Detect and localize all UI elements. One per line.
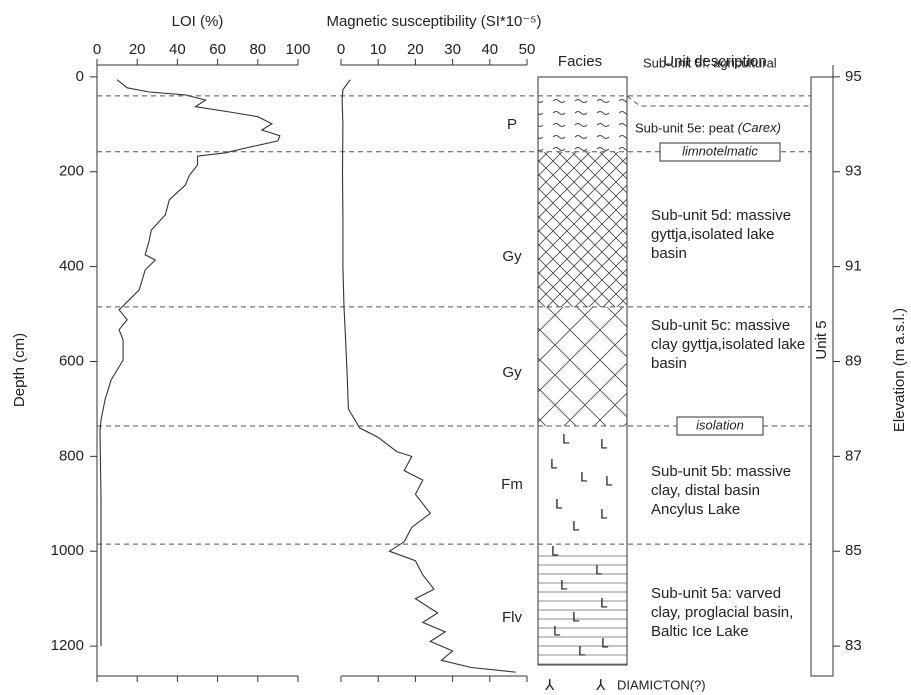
x-tick-label: 100 <box>285 41 310 58</box>
y-tick-label: 1200 <box>51 637 84 654</box>
chart: ᒪ ᒪ ᒪ ᒪ ᒪ ᒪ ᒪ ᒪ ᒪᒪᒪᒪᒪᒪᒪᒪ ⅄ ⅄ Depth (cm) … <box>0 0 911 695</box>
y2-tick-label: 95 <box>845 68 862 85</box>
y2-tick-label: 89 <box>845 352 862 369</box>
mark-icon: ᒪ <box>605 473 613 488</box>
facies-label: Gy <box>502 364 522 381</box>
y-tick-label: 0 <box>76 68 84 85</box>
description-line: gyttja,isolated lake <box>651 226 774 243</box>
description-line: Sub-unit 5b: massive <box>651 463 791 480</box>
x-tick-label: 40 <box>481 41 498 58</box>
diamicton-symbol: ⅄ <box>544 677 555 694</box>
event-label: isolation <box>696 417 744 432</box>
facies-label: P <box>507 116 517 133</box>
mark-icon: ᒪ <box>550 456 558 471</box>
mark-icon: ᒪ <box>572 518 580 533</box>
description-line: basin <box>651 245 687 262</box>
mark-icon: ᒪ <box>555 496 563 511</box>
clay-gyttja-pattern <box>538 307 627 426</box>
facies-header: Facies <box>558 53 602 70</box>
mark-icon: ᒪ <box>562 431 570 446</box>
mark-icon: ᒪ <box>551 543 559 558</box>
mark-icon: ᒪ <box>601 635 609 650</box>
x-tick-label: 20 <box>129 41 146 58</box>
y2-axis-title: Elevation (m a.s.l.) <box>891 308 908 432</box>
mark-icon: ᒪ <box>600 506 608 521</box>
mark-icon: ᒪ <box>572 609 580 624</box>
description-line: clay gyttja,isolated lake <box>651 336 805 353</box>
mark-icon: ᒪ <box>600 595 608 610</box>
x-tick-label: 40 <box>169 41 186 58</box>
unit-box <box>811 77 833 676</box>
description-line: Sub-unit 5d: massive <box>651 207 791 224</box>
description-line: clay, distal basin <box>651 482 760 499</box>
peat-pattern <box>538 96 627 152</box>
mark-icon: ᒪ <box>578 643 586 658</box>
description-line: Baltic Ice Lake <box>651 623 749 640</box>
x-tick-label: 10 <box>370 41 387 58</box>
y2-tick-label: 87 <box>845 447 862 464</box>
y2-tick-label: 83 <box>845 637 862 654</box>
y-tick-label: 1000 <box>51 542 84 559</box>
y2-tick-label: 93 <box>845 163 862 180</box>
diamicton-symbol: ⅄ <box>595 677 606 694</box>
panel-title: Magnetic susceptibility (SI*10⁻⁵) <box>326 13 541 30</box>
facies-label: Flv <box>502 609 522 626</box>
facies-label: Fm <box>501 476 523 493</box>
base-label: DIAMICTON(?) <box>617 677 706 692</box>
description-line: Sub-unit 5c: massive <box>651 317 790 334</box>
mark-icon: ᒪ <box>595 562 603 577</box>
x-tick-label: 0 <box>337 41 345 58</box>
y-tick-label: 800 <box>59 447 84 464</box>
panel-title: LOI (%) <box>172 13 224 30</box>
description-line: clay, proglacial basin, <box>651 604 793 621</box>
mark-icon: ᒪ <box>580 469 588 484</box>
y2-tick-label: 85 <box>845 542 862 559</box>
description-line: Sub-unit 5e: peat (Carex) <box>635 120 781 135</box>
y-tick-label: 200 <box>59 163 84 180</box>
event-label: limnotelmatic <box>682 143 758 158</box>
x-tick-label: 50 <box>519 41 536 58</box>
profile-line <box>342 80 516 673</box>
facies-label: Gy <box>502 248 522 265</box>
y2-tick-label: 91 <box>845 258 862 275</box>
x-tick-label: 0 <box>93 41 101 58</box>
description-line: basin <box>651 355 687 372</box>
y-tick-label: 600 <box>59 352 84 369</box>
mark-icon: ᒪ <box>600 436 608 451</box>
unit-label: Unit 5 <box>813 320 830 359</box>
connector <box>627 96 811 106</box>
mark-icon: ᒪ <box>553 623 561 638</box>
mark-icon: ᒪ <box>560 577 568 592</box>
x-tick-label: 20 <box>407 41 424 58</box>
description-line: Sub-unit 5a: varved <box>651 585 781 602</box>
x-tick-label: 60 <box>209 41 226 58</box>
clay-marks: ᒪ ᒪ ᒪ ᒪ ᒪ ᒪ ᒪ ᒪ <box>550 431 613 533</box>
description-line: Ancylus Lake <box>651 501 740 518</box>
profile-line <box>100 80 280 646</box>
x-tick-label: 30 <box>444 41 461 58</box>
description-italic: (Carex) <box>738 120 781 135</box>
y-axis-title: Depth (cm) <box>11 333 28 407</box>
gyttja-pattern <box>538 152 627 307</box>
description-line: Sub-unit 5f: agricultural <box>643 55 777 70</box>
x-tick-label: 80 <box>249 41 266 58</box>
y-tick-label: 400 <box>59 258 84 275</box>
